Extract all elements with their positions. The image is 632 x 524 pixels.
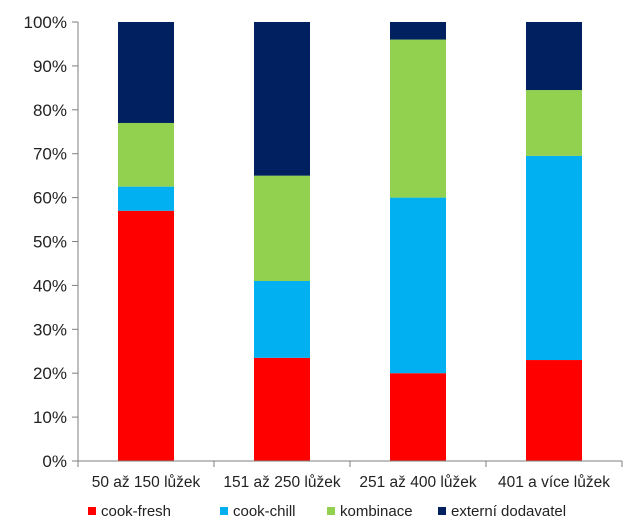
y-tick-label: 10% (33, 408, 67, 427)
legend-swatch (220, 507, 228, 515)
y-tick-label: 80% (33, 101, 67, 120)
bar-segment (118, 122, 174, 187)
bar-segment (254, 357, 310, 461)
x-category-label: 251 až 400 lůžek (359, 474, 476, 491)
y-tick-label: 30% (33, 320, 67, 339)
bar-segment (118, 186, 174, 211)
legend-swatch (327, 507, 335, 515)
bar-segment (390, 197, 446, 374)
legend-label: cook-chill (233, 503, 296, 520)
bar-segment (390, 22, 446, 40)
y-tick-label: 90% (33, 57, 67, 76)
bar-segment (390, 373, 446, 461)
y-tick-label: 20% (33, 364, 67, 383)
y-tick-label: 100% (24, 13, 67, 32)
bar-segment (118, 22, 174, 123)
legend-label: kombinace (340, 503, 413, 520)
bar-segment (526, 22, 582, 91)
x-category-label: 50 až 150 lůžek (92, 474, 201, 491)
legend-swatch (438, 507, 446, 515)
bar-segment (118, 210, 174, 461)
bars (118, 22, 582, 461)
legend-swatch (88, 507, 96, 515)
y-tick-label: 50% (33, 233, 67, 252)
bar-segment (254, 281, 310, 358)
bar-segment (254, 22, 310, 176)
legend: cook-fresh cook-chill kombinace externí dod… (88, 503, 566, 520)
y-tick-label: 40% (33, 276, 67, 295)
y-tick-label: 70% (33, 145, 67, 164)
x-category-label: 401 a více lůžek (498, 474, 610, 491)
x-category-label: 151 až 250 lůžek (223, 474, 340, 491)
bar-segment (526, 155, 582, 361)
bar-segment (526, 90, 582, 156)
bar-segment (526, 360, 582, 461)
x-axis: 50 až 150 lůžek 151 až 250 lůžek 251 až 40… (77, 460, 623, 491)
bar-segment (390, 39, 446, 198)
y-axis: 0% 10% 20% 30% 40% 50% 60% 70% 80% 90% 100% (24, 13, 79, 471)
y-tick-label: 0% (42, 452, 67, 471)
y-tick-label: 60% (33, 189, 67, 208)
legend-label: cook-fresh (101, 503, 171, 520)
bar-segment (254, 175, 310, 282)
legend-label: externí dodavatel (451, 503, 566, 520)
